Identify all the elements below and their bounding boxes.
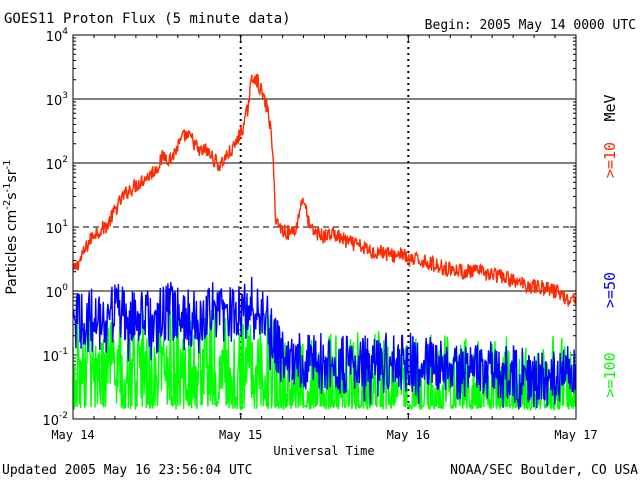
legend-label: >=50 [601,272,619,308]
y-tick-label: 102 [46,155,68,173]
x-tick-label: May 15 [219,428,262,442]
x-tick-label: May 14 [51,428,94,442]
x-tick-label: May 17 [554,428,597,442]
y-tick-label: 10-2 [42,411,68,429]
x-axis-label: Universal Time [273,444,374,458]
y-axis-label: Particles cm-2s-1sr-1 [2,159,20,294]
y-axis: 10-2 10-1 100 101 102 103 104 [42,27,576,429]
legend-unit: MeV [601,94,619,121]
x-tick-label: May 16 [387,428,430,442]
legend: >=10 MeV >=50 >=100 [601,94,619,397]
y-tick-label: 104 [46,27,69,45]
credit: NOAA/SEC Boulder, CO USA [450,463,638,478]
series-layer [72,73,577,412]
legend-label: >=10 [601,142,619,178]
y-tick-label: 101 [46,219,68,237]
y-axis-label-base: Particles cm [4,210,20,295]
series-line [72,308,577,412]
y-tick-label: 103 [46,91,68,109]
series-line [72,73,577,307]
legend-unit-label: MeV [601,94,619,121]
legend-item: >=50 [601,272,619,308]
chart-title: GOES11 Proton Flux (5 minute data) [4,11,291,27]
legend-item: >=10 [601,142,619,178]
grid-lines [73,98,576,292]
y-tick-label: 100 [46,283,69,301]
legend-label: >=100 [601,352,619,397]
series-line [72,276,577,410]
plot-frame [72,34,577,420]
legend-item: >=100 [601,352,619,397]
y-tick-label: 10-1 [42,347,68,365]
updated-timestamp: Updated 2005 May 16 23:56:04 UTC [2,463,252,478]
begin-date: Begin: 2005 May 14 0000 UTC [425,18,636,33]
